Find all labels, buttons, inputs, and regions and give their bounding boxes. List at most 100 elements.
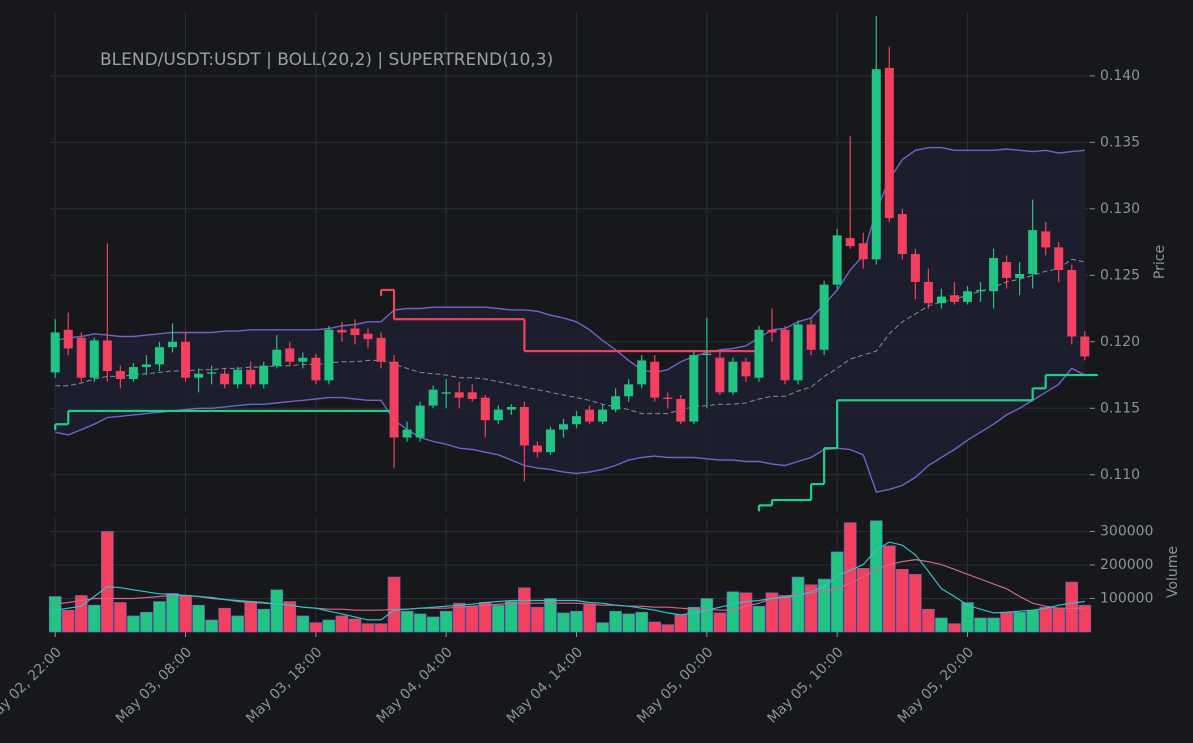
volume-bar — [492, 604, 505, 633]
candle-body — [832, 235, 842, 285]
volume-bar — [726, 591, 740, 633]
candle-body — [441, 392, 451, 394]
candle-body — [1041, 231, 1051, 248]
volume-bar — [909, 574, 922, 633]
volume-bar — [153, 601, 166, 633]
candle-body — [337, 329, 347, 333]
volume-bar — [1039, 606, 1053, 633]
candle-body — [233, 369, 243, 385]
volume-bar — [583, 603, 596, 633]
candle-body — [467, 392, 477, 399]
candle-body — [598, 409, 608, 422]
volume-bar — [752, 605, 766, 633]
volume-ma-slow — [55, 558, 1085, 611]
volume-bar — [518, 587, 531, 633]
y-tick-label: 0.120 — [1100, 334, 1140, 350]
volume-bar — [244, 601, 258, 633]
candle-body — [519, 406, 529, 446]
volume-bar — [426, 616, 440, 633]
volume-bar — [661, 624, 675, 633]
volume-bar — [413, 613, 427, 633]
volume-bar — [309, 622, 323, 633]
volume-bar — [713, 612, 727, 633]
volume-bar — [61, 609, 75, 633]
volume-bar — [948, 623, 961, 633]
volume-bar — [531, 606, 544, 633]
candle-body — [350, 328, 360, 336]
volume-bar — [348, 618, 362, 633]
candle-body — [989, 258, 999, 292]
volume-bar — [1052, 607, 1066, 633]
volume-bar — [140, 611, 153, 633]
volume-bar — [270, 589, 284, 633]
volume-bar — [1078, 604, 1092, 633]
candle-body — [246, 369, 256, 385]
volume-bar — [439, 610, 453, 633]
candle-body — [415, 405, 425, 438]
volume-bar — [48, 596, 62, 633]
candle-body — [676, 398, 686, 422]
x-tick-label: May 05, 00:00 — [634, 644, 716, 726]
candle-body — [741, 361, 751, 377]
candle-body — [976, 289, 986, 292]
x-tick-label: May 03, 08:00 — [113, 644, 195, 726]
y-tick-label: 0.130 — [1100, 201, 1140, 217]
candle-body — [168, 341, 178, 348]
candle-body — [572, 416, 582, 425]
x-tick-label: May 02, 22:00 — [0, 644, 65, 726]
volume-bar — [387, 576, 401, 633]
candle-body — [363, 333, 373, 340]
volume-bar — [791, 576, 805, 633]
candle-body — [493, 409, 503, 421]
volume-bar — [596, 622, 609, 633]
candle-body — [793, 324, 803, 381]
volume-bar — [283, 601, 297, 633]
volume-bar — [830, 551, 844, 633]
candle-body — [285, 348, 295, 362]
candle-body — [480, 397, 490, 421]
candle-body — [402, 429, 412, 438]
candle-body — [115, 371, 125, 380]
volume-bar — [817, 578, 831, 633]
volume-bar — [961, 602, 974, 633]
candle-body — [272, 349, 282, 366]
candle-body — [637, 360, 647, 385]
candle-body — [1080, 336, 1090, 357]
volume-bar — [478, 602, 492, 633]
volume-bar — [987, 617, 1000, 633]
candle-body — [298, 357, 308, 362]
volume-bar — [622, 613, 635, 633]
candle-body — [89, 340, 99, 378]
candle-body — [207, 372, 217, 374]
candle-body — [897, 214, 907, 255]
volume-ma-fast — [55, 541, 1085, 621]
volume-bar — [322, 619, 336, 633]
y-axis-label: Price — [1152, 245, 1168, 279]
volume-bar — [1065, 581, 1079, 633]
candle-body — [754, 329, 764, 378]
volume-bar — [765, 592, 779, 633]
candle-body — [949, 295, 959, 302]
candle-body — [611, 396, 621, 410]
volume-bar — [856, 567, 870, 633]
volume-bar — [335, 615, 349, 633]
volume-bar — [700, 598, 714, 633]
volume-bar — [739, 592, 753, 633]
volume-bar — [609, 610, 622, 633]
y-tick-label: 0.125 — [1100, 267, 1140, 283]
volume-bar — [374, 623, 388, 633]
y-tick-label: 0.140 — [1100, 68, 1140, 84]
candle-body — [1054, 247, 1064, 270]
volume-bar — [257, 608, 271, 633]
volume-bar — [674, 614, 688, 633]
volume-axis-label: Volume — [1165, 546, 1181, 598]
volume-bar — [974, 617, 987, 633]
bollinger-lower — [55, 367, 1086, 493]
volume-bar — [231, 615, 244, 633]
volume-bar — [1026, 609, 1039, 633]
candle-body — [259, 365, 269, 385]
candle-body — [819, 284, 829, 350]
candle-body — [154, 347, 164, 365]
candle-body — [181, 341, 191, 378]
